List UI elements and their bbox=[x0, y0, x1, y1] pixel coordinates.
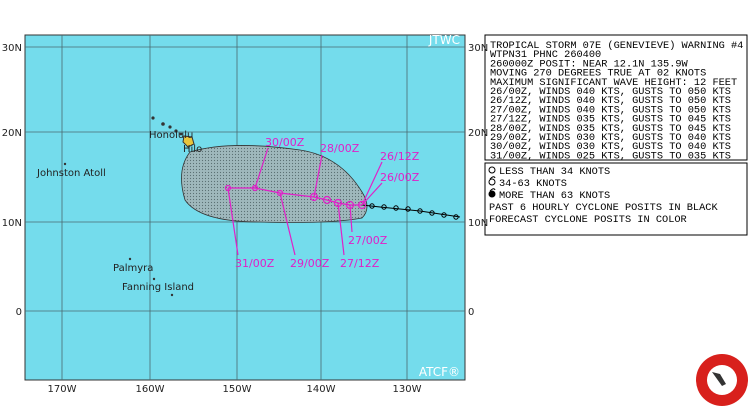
lon-label: 150W bbox=[223, 384, 252, 395]
legend-box bbox=[484, 162, 748, 236]
forecast-time-label: 27/00Z bbox=[348, 234, 388, 247]
islands bbox=[63, 116, 195, 297]
warning-line: 30/00Z, WINDS 030 KTS, GUSTS TO 040 KTS bbox=[490, 141, 731, 153]
warning-line: 31/00Z, WINDS 025 KTS, GUSTS TO 035 KTS bbox=[490, 150, 731, 162]
warning-line: 26/12Z, WINDS 040 KTS, GUSTS TO 050 KTS bbox=[490, 95, 731, 107]
warning-box bbox=[484, 34, 748, 161]
forecast-time-label: 28/00Z bbox=[320, 142, 360, 155]
forecast-time-label: 26/12Z bbox=[380, 150, 420, 163]
legend-line: LESS THAN 34 KNOTS bbox=[499, 166, 610, 178]
lon-label: 170W bbox=[48, 384, 77, 395]
place-label: Fanning Island bbox=[122, 282, 194, 293]
corner-label: JTWC bbox=[428, 33, 460, 47]
warning-line: 29/00Z, WINDS 030 KTS, GUSTS TO 040 KTS bbox=[490, 132, 731, 144]
warning-line: MOVING 270 DEGREES TRUE AT 02 KNOTS bbox=[490, 68, 706, 80]
lat-label: 30N bbox=[468, 43, 488, 54]
legend-line: FORECAST CYCLONE POSITS IN COLOR bbox=[489, 214, 687, 226]
past-track bbox=[361, 203, 461, 220]
legend-line: 34-63 KNOTS bbox=[499, 178, 567, 190]
lat-label: 10N bbox=[2, 218, 22, 229]
lat-label: 20N bbox=[2, 128, 22, 139]
forecast-time-label: 27/12Z bbox=[340, 257, 380, 270]
lon-label: 160W bbox=[136, 384, 165, 395]
lat-label: 0 bbox=[468, 307, 474, 318]
forecast-track bbox=[224, 147, 383, 256]
corner-label: ATCF® bbox=[419, 365, 460, 379]
lat-label: 10N bbox=[468, 218, 488, 229]
warning-line: 27/12Z, WINDS 035 KTS, GUSTS TO 045 KTS bbox=[490, 114, 731, 126]
logo bbox=[696, 354, 748, 406]
legend-line: PAST 6 HOURLY CYCLONE POSITS IN BLACK bbox=[489, 202, 718, 214]
forecast-time-label: 29/00Z bbox=[290, 257, 330, 270]
warning-line: 26/00Z, WINDS 040 KTS, GUSTS TO 050 KTS bbox=[490, 86, 731, 98]
place-label: Johnston Atoll bbox=[36, 168, 106, 179]
forecast-time-label: 30/00Z bbox=[265, 136, 305, 149]
warning-line: MAXIMUM SIGNIFICANT WAVE HEIGHT: 12 FEET bbox=[490, 77, 737, 89]
place-label: Palmyra bbox=[113, 263, 153, 274]
legend-symbols bbox=[488, 166, 496, 198]
warning-line: WTPN31 PHNC 260400 bbox=[490, 49, 601, 61]
warning-line: 28/00Z, WINDS 035 KTS, GUSTS TO 045 KTS bbox=[490, 123, 731, 135]
lat-label: 0 bbox=[16, 307, 22, 318]
place-label: Hilo bbox=[183, 144, 202, 155]
lon-label: 140W bbox=[307, 384, 336, 395]
warning-line: 260000Z POSIT: NEAR 12.1N 135.9W bbox=[490, 58, 689, 70]
lat-label: 20N bbox=[468, 128, 488, 139]
forecast-time-label: 31/00Z bbox=[235, 257, 275, 270]
place-label: Honolulu bbox=[149, 130, 193, 141]
lat-label: 30N bbox=[2, 43, 22, 54]
forecast-time-label: 26/00Z bbox=[380, 171, 420, 184]
warning-line: 27/00Z, WINDS 040 KTS, GUSTS TO 050 KTS bbox=[490, 104, 731, 116]
warning-line: TROPICAL STORM 07E (GENEVIEVE) WARNING #… bbox=[490, 40, 743, 52]
lon-label: 130W bbox=[393, 384, 422, 395]
legend-line: MORE THAN 63 KNOTS bbox=[499, 190, 610, 202]
